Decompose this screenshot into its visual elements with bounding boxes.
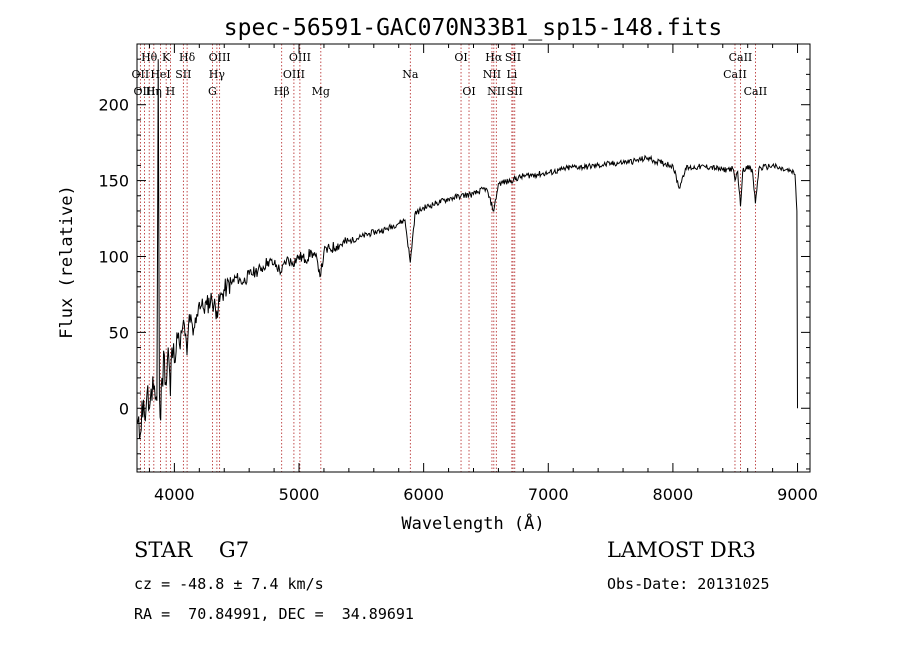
line-label-21: NII xyxy=(487,85,505,98)
plot-frame xyxy=(136,43,811,473)
line-label-23: Li xyxy=(506,68,517,81)
y-tick-label-4: 200 xyxy=(98,96,129,115)
chart-title: spec-56591-GAC070N33B1_sp15-148.fits xyxy=(224,15,723,41)
line-label-15: Mg xyxy=(312,85,330,98)
line-label-27: CaII xyxy=(744,85,768,98)
line-label-3: Hη xyxy=(146,85,162,98)
line-label-20: NII xyxy=(483,68,501,81)
obs-date-text: Obs-Date: 20131025 xyxy=(607,575,770,593)
y-tick-label-3: 150 xyxy=(98,172,129,191)
line-label-8: Hδ xyxy=(179,51,196,64)
x-tick-label-2: 6000 xyxy=(403,485,444,504)
y-tick-label-0: 0 xyxy=(119,399,129,418)
classification-text: STAR G7 xyxy=(134,538,250,562)
y-axis-label: Flux (relative) xyxy=(57,185,77,339)
line-label-16: Na xyxy=(402,68,419,81)
spectral-line-labels: HθOIIOIIIHηHeIKHSIIHδGOIIIHγHβOIIIOIIIMg… xyxy=(132,51,768,98)
line-label-12: Hβ xyxy=(274,85,290,98)
x-tick-label-4: 8000 xyxy=(653,485,694,504)
line-label-6: H xyxy=(166,85,176,98)
line-label-7: SII xyxy=(175,68,191,81)
redshift-text: cz = -48.8 ± 7.4 km/s xyxy=(134,575,324,593)
line-label-4: HeI xyxy=(150,68,170,81)
line-label-25: CaII xyxy=(729,51,753,64)
coordinates-text: RA = 70.84991, DEC = 34.89691 xyxy=(134,605,414,623)
line-label-26: CaII xyxy=(723,68,747,81)
line-label-18: OI xyxy=(462,85,475,98)
line-label-19: Hα xyxy=(485,51,503,64)
line-label-14: OIII xyxy=(289,51,311,64)
spectrum-line xyxy=(136,59,798,439)
line-label-10: OIII xyxy=(209,51,231,64)
x-axis-label: Wavelength (Å) xyxy=(401,512,544,534)
y-tick-label-1: 50 xyxy=(109,323,129,342)
line-label-11: Hγ xyxy=(209,68,226,81)
x-tick-label-1: 5000 xyxy=(279,485,320,504)
spectrum-series xyxy=(136,59,798,439)
line-label-22: SII xyxy=(505,51,521,64)
line-label-13: OIII xyxy=(283,68,305,81)
line-label-5: K xyxy=(162,51,171,64)
line-label-2: OIII xyxy=(133,85,155,98)
spectral-line-markers xyxy=(139,44,756,472)
y-axis: 0 50 100 150 200 xyxy=(98,43,810,470)
line-label-9: G xyxy=(208,85,217,98)
line-label-17: OI xyxy=(454,51,467,64)
survey-text: LAMOST DR3 xyxy=(607,538,756,562)
x-axis: 4000 5000 6000 7000 8000 9000 xyxy=(148,44,818,504)
line-label-24: SII xyxy=(507,85,523,98)
y-tick-label-2: 100 xyxy=(98,247,129,266)
x-tick-label-3: 7000 xyxy=(528,485,569,504)
x-tick-label-0: 4000 xyxy=(154,485,195,504)
x-tick-label-5: 9000 xyxy=(777,485,818,504)
line-label-0: Hθ xyxy=(141,51,158,64)
